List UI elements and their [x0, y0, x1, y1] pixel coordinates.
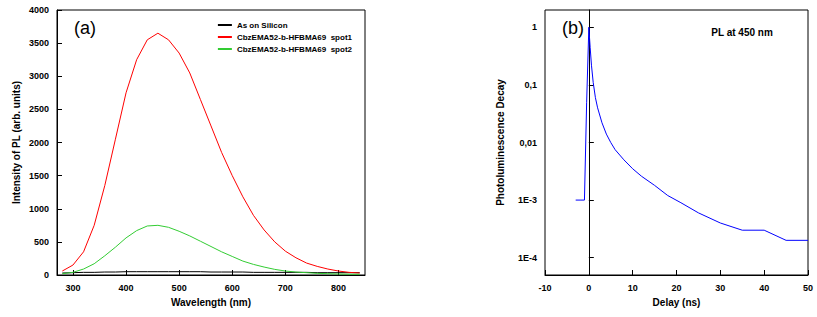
- svg-text:0: 0: [586, 283, 591, 293]
- svg-text:3000: 3000: [29, 71, 49, 81]
- svg-text:30: 30: [715, 283, 725, 293]
- svg-text:20: 20: [671, 283, 681, 293]
- svg-text:40: 40: [759, 283, 769, 293]
- svg-text:(a): (a): [74, 18, 96, 38]
- svg-text:1000: 1000: [29, 204, 49, 214]
- svg-text:1: 1: [532, 22, 537, 32]
- svg-text:0,1: 0,1: [524, 80, 537, 90]
- svg-text:2500: 2500: [29, 104, 49, 114]
- svg-text:600: 600: [225, 283, 240, 293]
- svg-text:Photoluminescence Decay: Photoluminescence Decay: [495, 79, 506, 206]
- svg-text:Intensity of PL (arb. units): Intensity of PL (arb. units): [11, 81, 22, 204]
- svg-text:Delay (ns): Delay (ns): [653, 297, 701, 308]
- svg-text:50: 50: [803, 283, 813, 293]
- svg-text:1E-3: 1E-3: [518, 195, 537, 205]
- svg-text:500: 500: [172, 283, 187, 293]
- svg-text:3500: 3500: [29, 38, 49, 48]
- svg-text:10: 10: [628, 283, 638, 293]
- svg-text:As on Silicon: As on Silicon: [237, 21, 288, 30]
- svg-text:Wavelength (nm): Wavelength (nm): [171, 297, 251, 308]
- svg-text:CbzEMA52-b-HFBMA69 spot1: CbzEMA52-b-HFBMA69 spot1: [237, 33, 353, 42]
- svg-text:1500: 1500: [29, 171, 49, 181]
- svg-text:2000: 2000: [29, 138, 49, 148]
- svg-text:4000: 4000: [29, 5, 49, 15]
- svg-text:700: 700: [278, 283, 293, 293]
- svg-text:300: 300: [65, 283, 80, 293]
- svg-text:-10: -10: [538, 283, 551, 293]
- svg-text:1E-4: 1E-4: [518, 253, 537, 263]
- svg-text:CbzEMA52-b-HFBMA69 spot2: CbzEMA52-b-HFBMA69 spot2: [237, 45, 353, 54]
- svg-text:0,01: 0,01: [519, 138, 537, 148]
- svg-text:400: 400: [119, 283, 134, 293]
- svg-text:0: 0: [44, 270, 49, 280]
- svg-text:PL at 450 nm: PL at 450 nm: [711, 27, 773, 38]
- svg-text:800: 800: [331, 283, 346, 293]
- svg-text:(b): (b): [562, 18, 584, 38]
- svg-text:500: 500: [34, 237, 49, 247]
